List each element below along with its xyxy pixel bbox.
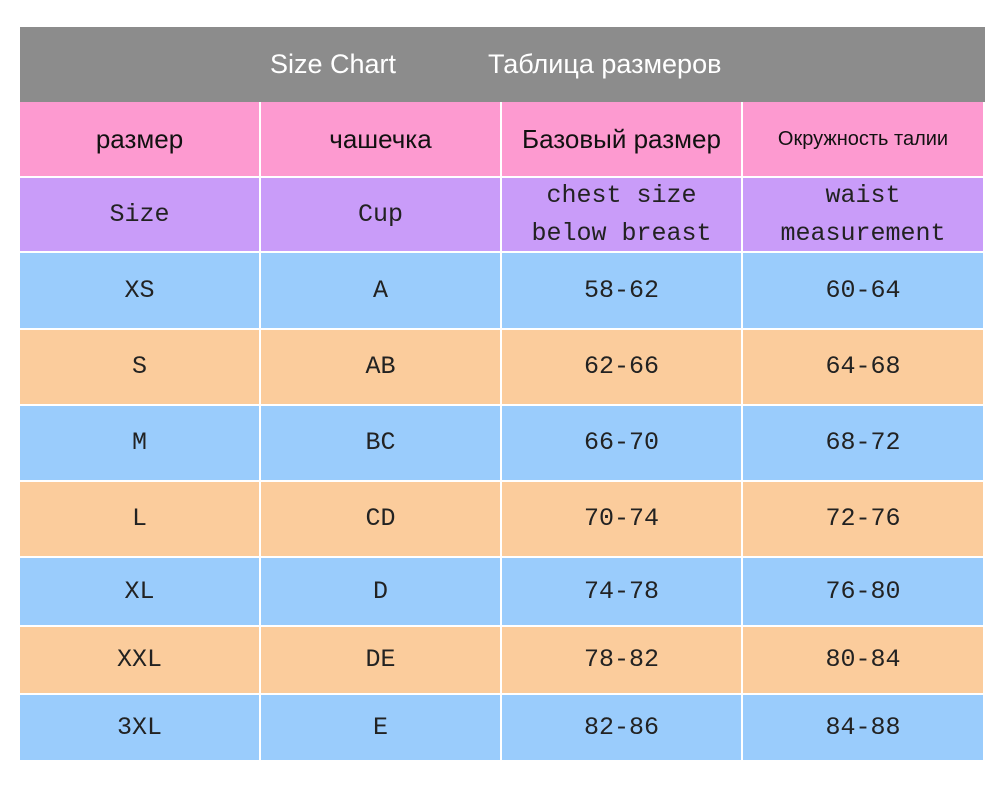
header-ru-cell: чашечка [261,102,502,178]
header-ru-cell: Окружность талии [743,102,985,178]
cell-text: XXL [116,645,162,674]
cell-text: A [372,275,388,305]
cell-text: 70-74 [583,504,659,533]
cell-text: DE [365,645,396,674]
header-ru-text: Окружность талии [777,127,949,150]
cell-text: 84-88 [825,712,901,742]
cell-text: 74-78 [583,576,659,606]
header-en-cell: Size [20,178,261,253]
header-en-line: below breast [531,218,712,248]
table-cell: XXL [20,627,261,695]
table-cell: 62-66 [502,330,743,406]
table-cell: CD [261,482,502,558]
cell-text: XL [124,576,155,606]
header-en-text: Cup [357,199,403,229]
cell-text: CD [365,504,396,533]
cell-text: 3XL [116,712,162,742]
header-en-cell: Cup [261,178,502,253]
table-cell: XS [20,253,261,330]
cell-text: 78-82 [583,645,659,674]
table-cell: XL [20,558,261,627]
cell-text: 58-62 [583,275,659,305]
table-cell: 64-68 [743,330,985,406]
table-cell: BC [261,406,502,482]
table-cell: 68-72 [743,406,985,482]
cell-text: XS [124,275,155,305]
table-cell: L [20,482,261,558]
cell-text: D [372,576,388,606]
cell-text: M [131,428,147,457]
table-cell: M [20,406,261,482]
cell-text: S [131,352,147,381]
table-cell: 78-82 [502,627,743,695]
cell-text: 68-72 [825,428,901,457]
cell-text: 64-68 [825,352,901,381]
table-cell: D [261,558,502,627]
header-en-cell: waist measurement [743,178,985,253]
header-ru-text: Базовый размер [522,123,721,154]
cell-text: 66-70 [583,428,659,457]
cell-text: 72-76 [825,504,901,533]
table-cell: 76-80 [743,558,985,627]
table-cell: AB [261,330,502,406]
header-ru-cell: Базовый размер [502,102,743,178]
table-cell: 58-62 [502,253,743,330]
header-ru-cell: размер [20,102,261,178]
table-cell: 84-88 [743,695,985,762]
table-cell: 74-78 [502,558,743,627]
table-cell: 60-64 [743,253,985,330]
cell-text: 82-86 [583,712,659,742]
table-cell: DE [261,627,502,695]
table-cell: 82-86 [502,695,743,762]
cell-text: AB [365,352,396,381]
cell-text: 62-66 [583,352,659,381]
table-cell: 66-70 [502,406,743,482]
table-cell: 3XL [20,695,261,762]
cell-text: 76-80 [825,576,901,606]
header-en-text: Size [109,199,170,229]
table-cell: 70-74 [502,482,743,558]
header-en-cell: chest size below breast [502,178,743,253]
title-ru: Таблица размеров [488,49,722,79]
table-cell: A [261,253,502,330]
cell-text: 80-84 [825,645,901,674]
title-en: Size Chart [270,49,397,79]
title-bar: Size Chart Таблица размеров [20,27,985,102]
header-ru-text: чашечка [329,123,432,154]
table-cell: S [20,330,261,406]
table-cell: 80-84 [743,627,985,695]
header-en-line: measurement [780,218,946,248]
table-cell: E [261,695,502,762]
header-ru-text: размер [95,123,184,154]
cell-text: 60-64 [825,275,901,305]
table-cell: 72-76 [743,482,985,558]
cell-text: BC [365,428,396,457]
header-en-line: chest size [546,180,697,210]
cell-text: E [372,712,388,742]
header-en-line: waist [825,180,901,210]
cell-text: L [131,504,147,533]
